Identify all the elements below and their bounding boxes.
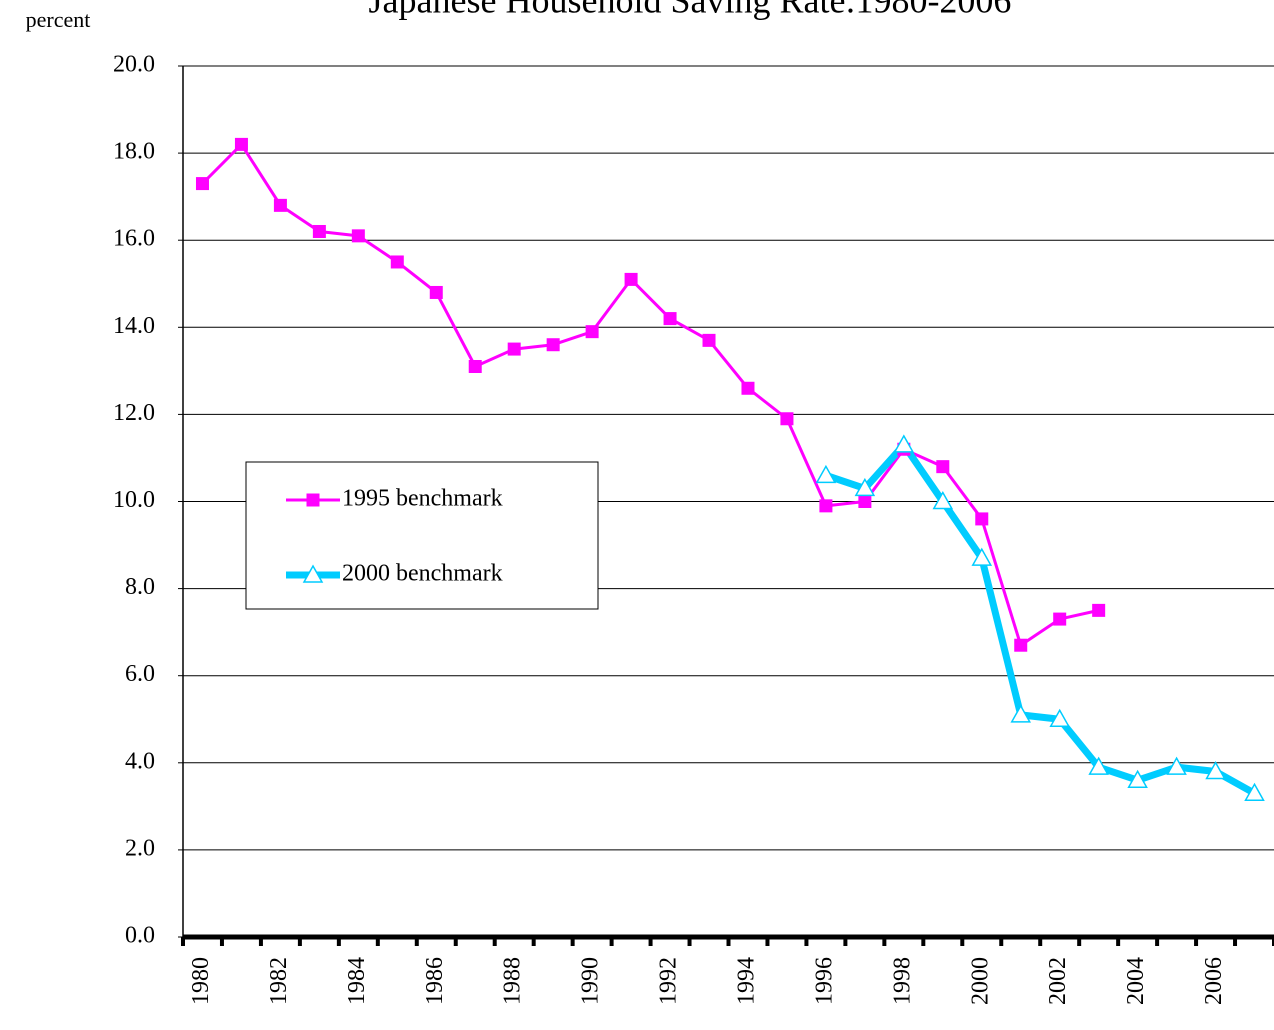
legend-label: 2000 benchmark [342,561,503,587]
marker [468,359,482,373]
x-tick-label: 2004 [1123,957,1149,1005]
x-tick-label: 1996 [811,957,837,1005]
marker [507,342,521,356]
x-tick-label: 1980 [188,957,214,1005]
marker [1127,769,1148,788]
y-tick-label: 18.0 [113,139,155,165]
marker [1014,638,1028,652]
y-tick-label: 8.0 [125,574,155,600]
x-tick-label: 1984 [344,957,370,1005]
marker [702,333,716,347]
marker [1088,756,1109,775]
marker [971,547,993,566]
marker [546,338,560,352]
marker [1049,708,1070,727]
marker [819,499,833,513]
marker [936,460,950,474]
x-tick-label: 1990 [578,957,604,1005]
marker [351,229,365,243]
legend-box [245,461,599,610]
marker [195,177,209,191]
x-tick-label: 1994 [733,957,759,1005]
marker [780,412,794,426]
marker [1092,603,1106,617]
marker [1010,704,1032,723]
x-tick-label: 1998 [889,957,915,1005]
marker [975,512,989,526]
y-tick-label: 2.0 [125,835,155,861]
x-tick-label: 2006 [1201,957,1227,1005]
marker [854,477,876,497]
x-tick-label: 1988 [500,957,526,1005]
y-tick-label: 16.0 [113,226,155,252]
marker [1166,756,1187,775]
y-axis-label: percent [26,7,91,32]
marker [741,381,755,395]
marker [1244,782,1265,802]
chart-title: Japanese Household Saving Rate:1980-2006 [369,0,1012,20]
y-tick-label: 20.0 [113,52,155,78]
y-tick-label: 6.0 [125,661,155,687]
x-tick-label: 1982 [266,957,292,1005]
marker [234,137,248,151]
series-line [824,441,1257,797]
marker [663,312,677,326]
marker [624,272,638,286]
y-tick-label: 10.0 [113,487,155,513]
marker [312,224,326,238]
marker [1053,612,1067,626]
legend-marker [302,564,324,583]
legend-marker [306,493,320,507]
marker [815,464,837,484]
y-tick-label: 4.0 [125,748,155,774]
marker [429,285,443,299]
marker [273,198,287,212]
legend-label: 1995 benchmark [342,486,503,512]
marker [585,325,599,339]
marker [1205,760,1226,780]
marker [932,490,954,510]
marker [390,255,404,269]
x-tick-label: 2000 [967,957,993,1005]
marker [858,495,872,508]
x-tick-label: 1986 [422,957,448,1005]
marker [893,434,915,453]
x-tick-label: 1992 [656,957,682,1005]
y-tick-label: 12.0 [113,400,155,426]
y-tick-label: 14.0 [113,313,155,339]
x-tick-label: 2002 [1045,957,1071,1005]
y-tick-label: 0.0 [125,923,155,949]
